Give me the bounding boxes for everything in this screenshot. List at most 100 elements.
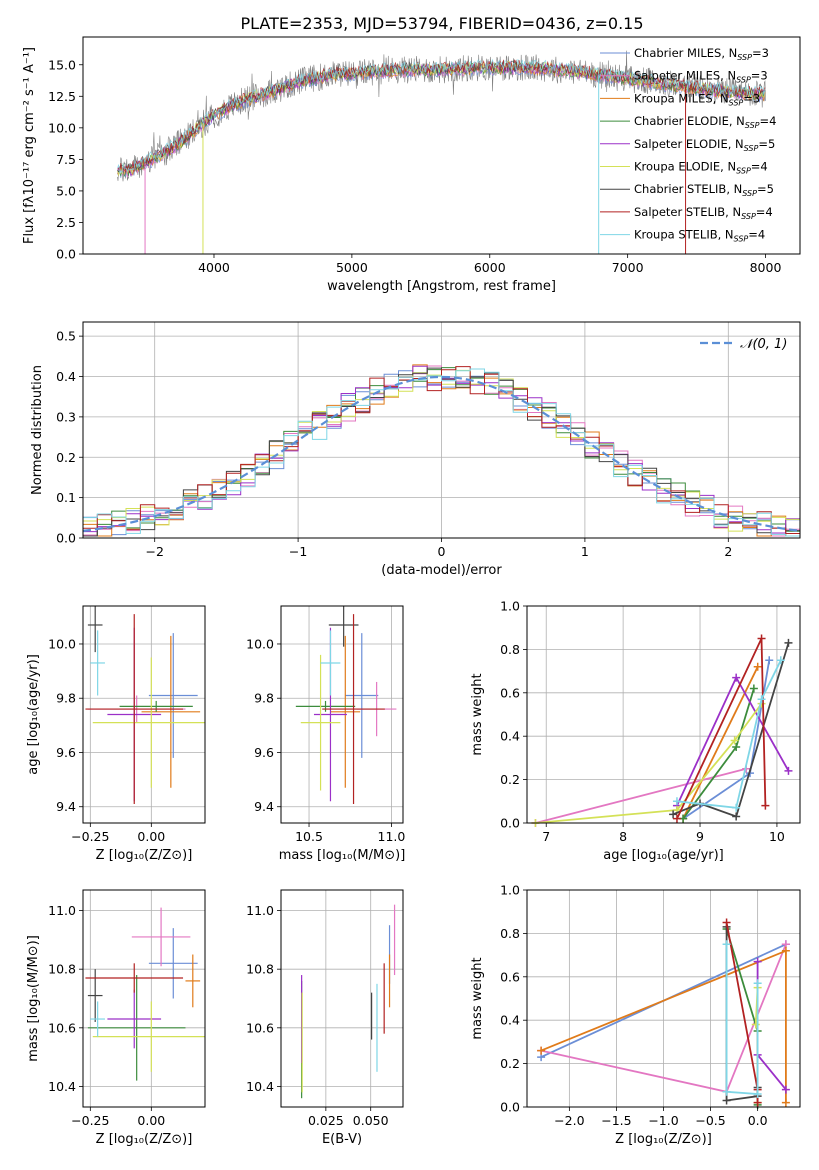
residual-histogram-step	[83, 368, 800, 537]
x-tick-label: −1.0	[648, 1113, 678, 1128]
y-tick-label: 0.8	[500, 642, 520, 657]
legend-entry: Chabrier ELODIE, NSSP=4	[634, 114, 776, 130]
mass-weight-line	[672, 642, 790, 818]
mass-weight-marker	[753, 1098, 762, 1107]
mass-weight-line	[676, 659, 782, 809]
age-vs-metallicity-panel: −0.25 0.00 9.4 9.6 9.8 10.0 Z [log₁₀(Z/Z⊙)] age…	[26, 605, 206, 863]
mass-weight-marker	[753, 957, 762, 966]
y-tick-label: 10.6	[246, 1020, 274, 1035]
x-tick-label: 6000	[474, 260, 506, 275]
y-tick-label: 10.0	[48, 120, 76, 135]
mass-weight-marker	[761, 801, 770, 810]
mass-vs-metallicity-panel: −0.25 0.00 10.4 10.6 10.8 11.0 Z [log₁₀(Z/Z⊙)]…	[26, 889, 206, 1147]
y-tick-label: 11.0	[48, 903, 76, 918]
mass-weight-marker	[784, 638, 793, 647]
x-tick-label: 10	[769, 829, 785, 844]
mass-weight-marker	[537, 1046, 546, 1055]
mass-weight-marker	[669, 810, 678, 819]
y-tick-label: 0.5	[56, 329, 76, 344]
y-tick-label: 10.6	[48, 1020, 76, 1035]
y-tick-label: 2.5	[56, 215, 76, 230]
mass-weight-marker	[753, 662, 762, 671]
normal-distribution-curve	[82, 375, 801, 532]
mass-weight-marker	[722, 1087, 731, 1096]
y-tick-label: 0.0	[56, 531, 76, 546]
legend-entry: Chabrier MILES, NSSP=3	[634, 46, 769, 62]
mass-weight-vs-metallicity-panel: −2.0 −1.5 −1.0 −0.5 0.0 0.0 0.2 0.4 0.6 0.8 1.0 Z […	[470, 883, 801, 1147]
y-axis-label: Normed distribution	[30, 365, 45, 495]
age-vs-mass-panel: 10.5 11.0 9.4 9.6 9.8 10.0 mass [log₁₀(M/M⊙)]	[246, 605, 406, 863]
x-tick-label: 0.025	[308, 1113, 344, 1128]
mass-weight-marker	[672, 797, 681, 806]
y-tick-label: 10.4	[48, 1079, 76, 1094]
y-tick-label: 10.4	[246, 1079, 274, 1094]
y-tick-label: 1.0	[500, 599, 520, 614]
y-tick-label: 0.4	[500, 1013, 520, 1028]
x-tick-label: −0.25	[71, 1113, 109, 1128]
residual-histogram-panel: −2 −1 0 1 2 0.0 0.1 0.2 0.3 0.4 0.5 (data-model)/er…	[30, 321, 801, 578]
mass-weight-marker	[722, 1096, 731, 1105]
mass-weight-marker	[732, 673, 741, 682]
mass-weight-line	[682, 688, 755, 820]
x-tick-label: 11.0	[378, 829, 406, 844]
spectrum-legend: Chabrier MILES, NSSP=3 Salpeter MILES, NS…	[600, 46, 776, 244]
mass-weight-line	[682, 666, 759, 820]
errorbar-points	[85, 606, 205, 805]
spectrum-panel: 4000 5000 6000 7000 8000 0.0 2.5 5.0 7.5 10.0 12.5…	[22, 36, 801, 294]
x-axis-label: Z [log₁₀(Z/Z⊙)]	[96, 848, 193, 863]
y-tick-label: 10.0	[246, 636, 274, 651]
mass-weight-marker	[765, 656, 774, 665]
y-tick-label: 0.6	[500, 969, 520, 984]
mass-weight-marker	[732, 812, 741, 821]
y-tick-label: 10.0	[48, 636, 76, 651]
y-axis-label: mass weight	[470, 673, 485, 755]
mass-weight-marker	[732, 803, 741, 812]
mass-weight-marker	[749, 684, 758, 693]
mass-weight-marker	[781, 1085, 790, 1094]
x-tick-label: 0.050	[353, 1113, 389, 1128]
y-tick-label: 11.0	[246, 903, 274, 918]
x-tick-label: 0.00	[137, 829, 165, 844]
y-tick-label: 10.8	[246, 962, 274, 977]
y-tick-label: 7.5	[56, 152, 76, 167]
legend-entry: Kroupa MILES, NSSP=3	[634, 91, 760, 107]
mass-weight-line	[725, 944, 759, 1095]
x-tick-label: −2.0	[554, 1113, 584, 1128]
y-axis-label: Flux [fλ10⁻¹⁷ erg cm⁻² s⁻¹ A⁻¹]	[22, 47, 37, 244]
mass-weight-vs-age-panel: 7 8 9 10 0.0 0.2 0.4 0.6 0.8 1.0 age [log₁₀(age/yr…	[470, 599, 801, 863]
axes-frame	[82, 889, 206, 1108]
y-tick-label: 0.8	[500, 926, 520, 941]
x-tick-label: 5000	[336, 260, 368, 275]
x-tick-label: 4000	[198, 260, 230, 275]
y-axis-label: mass [log₁₀(M/M⊙)]	[26, 935, 41, 1062]
x-tick-label: 7	[542, 829, 550, 844]
y-tick-label: 1.0	[500, 883, 520, 898]
mass-weight-series	[537, 918, 790, 1109]
spectrum-lines	[117, 50, 766, 254]
x-tick-label: 8	[619, 829, 627, 844]
mass-vs-extinction-panel: 0.025 0.050 10.4 10.6 10.8 11.0 E(B-V)	[246, 889, 404, 1147]
x-tick-label: 2	[724, 544, 732, 559]
y-tick-label: 0.1	[56, 490, 76, 505]
y-tick-label: 15.0	[48, 57, 76, 72]
x-tick-label: 7000	[612, 260, 644, 275]
x-tick-label: 0.00	[137, 1113, 165, 1128]
x-tick-label: 8000	[750, 260, 782, 275]
mass-weight-marker	[781, 946, 790, 955]
mass-weight-marker	[730, 736, 739, 745]
y-tick-label: 9.6	[254, 745, 274, 760]
legend-entry: 𝒩(0, 1)	[740, 337, 787, 352]
legend-entry: Salpeter ELODIE, NSSP=5	[634, 137, 775, 153]
x-tick-label: −1	[289, 544, 307, 559]
legend-entry: Salpeter STELIB, NSSP=4	[634, 205, 773, 221]
y-tick-label: 0.4	[56, 369, 76, 384]
x-axis-label: mass [log₁₀(M/M⊙)]	[279, 848, 406, 863]
y-tick-label: 0.4	[500, 729, 520, 744]
y-tick-label: 0.6	[500, 685, 520, 700]
y-axis-label: mass weight	[470, 957, 485, 1039]
x-tick-label: −0.25	[71, 829, 109, 844]
errorbar-points	[301, 904, 396, 1099]
y-tick-label: 9.6	[56, 745, 76, 760]
errorbar-points	[295, 606, 397, 805]
model-spectrum-line	[117, 58, 766, 174]
